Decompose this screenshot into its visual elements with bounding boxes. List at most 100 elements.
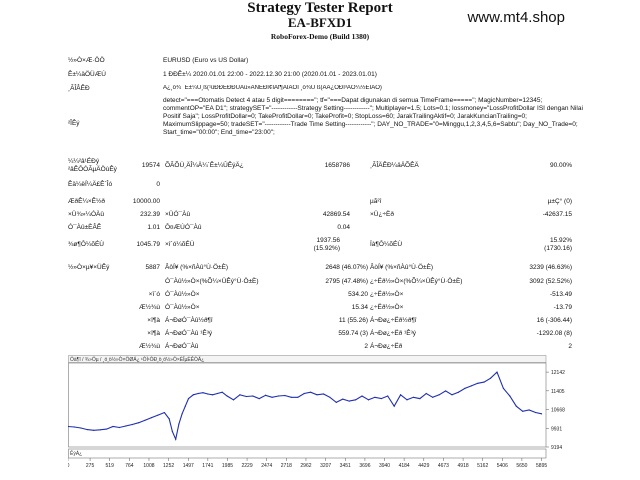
equity-point (457, 391, 460, 393)
equity-point (105, 428, 108, 430)
equity-point (73, 426, 76, 428)
equity-point (168, 418, 170, 420)
x-tick-label: 3696 (359, 463, 370, 469)
largest-label: ×î´ó (148, 291, 160, 298)
x-tick-label: 5406 (497, 463, 508, 469)
equity-point (399, 394, 402, 396)
max-drawdown-value: 1937.56 (316, 237, 341, 244)
equity-point (171, 431, 174, 433)
ticks-label: ÕÃÕÚ¸ÄÎ¼Ä¼´Ê±¼ÛÊýÄ¿ (165, 162, 244, 169)
equity-point (489, 377, 492, 379)
x-tick-label: 1008 (143, 463, 154, 469)
long-trades-value: 3239 (46.63%) (529, 264, 572, 271)
abs-drawdown-value: 1045.79 (136, 241, 161, 248)
errors-label: Êä¼ëÍ¼Ä£Ê´Îó (68, 181, 113, 188)
equity-point (483, 381, 485, 383)
equity-point (355, 399, 357, 401)
equity-point (131, 423, 133, 426)
avg-profit-value: 15.34 (351, 304, 368, 311)
x-tick-label: 4429 (418, 463, 429, 469)
total-trades-label: ½»Ò×µ¥×ÜÊý (68, 264, 110, 271)
x-tick-label: 3207 (320, 463, 331, 469)
avg-consec-loss-label: Á¬Ðø¿÷Ëð (370, 343, 403, 350)
x-tick-label: 5650 (516, 463, 527, 469)
equity-point (112, 425, 114, 428)
equity-point (265, 394, 267, 396)
equity-point (245, 395, 247, 398)
average-label: Æ½¾ù (139, 304, 160, 311)
equity-point (175, 438, 177, 440)
max-drawdown-pct: (15.92%) (313, 245, 340, 252)
equity-point (380, 397, 382, 400)
equity-point (216, 392, 219, 395)
equity-point (226, 395, 228, 397)
rel-drawdown-label: Ïà¶Ô¼õÉÙ (370, 241, 403, 248)
params-value: detect="===Otomatis Detect 4 atau 5 digi… (163, 97, 583, 136)
equity-point (412, 396, 415, 398)
equity-point (232, 399, 235, 401)
equity-point (271, 396, 273, 398)
equity-point (184, 405, 186, 407)
equity-point (187, 397, 190, 400)
quality-value: 90.00% (549, 162, 572, 169)
profit-factor-value: 1.01 (147, 224, 160, 231)
equity-point (277, 395, 280, 397)
equity-point (125, 425, 127, 427)
equity-point (86, 428, 88, 431)
x-tick-label: 1985 (222, 463, 233, 469)
period-value: 1 ÐÐÊ±¼ 2020.01.01 22:00 - 2022.12.30 21… (163, 71, 377, 78)
equity-point (316, 394, 318, 396)
maximal-loss-value: -1292.08 (8) (536, 330, 572, 337)
equity-point (290, 396, 292, 398)
equity-point (80, 427, 82, 429)
equity-point (99, 429, 101, 431)
equity-chart-svg: Óà¶î / ¾»Öµ / ¸ö¸ö½»Ò×ÖØÁ¿ ¹ÒÌ¹ÓÐ¸ö¸ö½»Ò… (68, 355, 575, 473)
equity-point (496, 371, 498, 373)
equity-line (68, 371, 542, 442)
net-profit-label: ×Ü¾»¼ÓÀû (68, 211, 104, 218)
x-tick-label: 3451 (340, 463, 351, 469)
avg-consec-wins-label: Á¬ÐøÓ¯Àû (165, 343, 199, 350)
x-tick-label: 1252 (163, 463, 174, 469)
spread-value: µ±Ç° (0) (547, 198, 572, 205)
x-tick-label: 4918 (458, 463, 469, 469)
max-consec-wins-label: Á¬ÐøÓ¯Àû½ð¶î (165, 317, 213, 324)
equity-point (534, 411, 537, 414)
deposit-label: ÆðÊ¼×Ê½ð (68, 198, 106, 205)
x-tick-label: 3940 (379, 463, 390, 469)
watermark-site: www.mt4.shop (467, 9, 565, 26)
equity-point (163, 411, 166, 414)
equity-point (212, 394, 214, 396)
equity-point (342, 398, 344, 400)
equity-point (258, 397, 260, 400)
x-tick-label: 1497 (183, 463, 194, 469)
gross-profit-value: 42869.54 (322, 211, 350, 218)
equity-point (477, 382, 479, 384)
y-tick-label: 11405 (551, 389, 565, 395)
equity-point (157, 414, 159, 416)
x-tick-label: 5895 (536, 463, 547, 469)
equity-point (297, 396, 299, 398)
equity-point (438, 394, 440, 396)
avg-consec-label: Æ½¾ù (139, 343, 160, 350)
period-label: Ê±¼äÖÜÆÚ (68, 71, 106, 78)
equity-point (138, 422, 140, 424)
equity-point (322, 393, 325, 395)
equity-point (515, 405, 517, 407)
equity-point (432, 396, 434, 398)
equity-point (444, 390, 447, 392)
x-tick-label: 0 (68, 463, 70, 469)
maximal-profit-label: Á¬ÐøÓ¯Àû ¹Ê³ý (165, 330, 213, 337)
spread-label: µã²î (370, 198, 382, 205)
largest-loss-label: ¿÷Ëð½»Ò× (370, 291, 404, 298)
equity-point (464, 387, 466, 390)
x-tick-label: 1741 (202, 463, 213, 469)
equity-point (425, 392, 427, 395)
max-drawdown-label: ×î´ó¼õÉÙ (165, 241, 195, 248)
equity-point (310, 391, 312, 393)
x-tick-label: 2474 (261, 463, 272, 469)
equity-point (406, 399, 408, 401)
chart-header-bar (68, 355, 547, 363)
equity-point (284, 394, 286, 397)
equity-point (509, 395, 511, 397)
